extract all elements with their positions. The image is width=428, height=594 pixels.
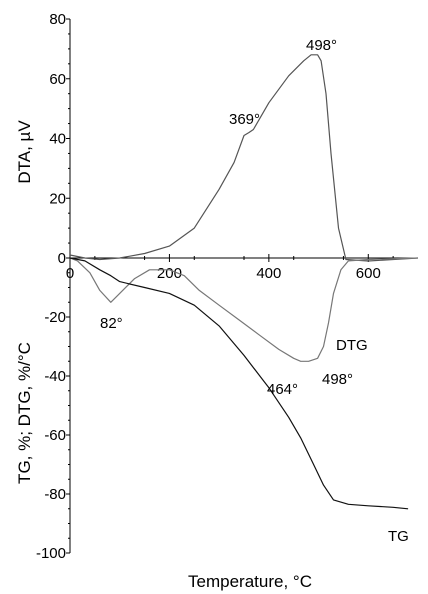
upper-y-tick-label: 80 bbox=[49, 11, 66, 28]
lower-y-tick-label: -100 bbox=[36, 545, 66, 562]
annotation-peak-498-dtg: 498° bbox=[322, 371, 353, 388]
upper-y-tick-label: 20 bbox=[49, 190, 66, 207]
axes bbox=[69, 19, 418, 553]
lower-y-tick-label: -80 bbox=[44, 486, 66, 503]
x-tick-label: 0 bbox=[66, 265, 74, 282]
lower-y-tick-label: -40 bbox=[44, 368, 66, 385]
lower-y-tick-label: 0 bbox=[58, 250, 66, 267]
annotation-peak-369: 369° bbox=[229, 111, 260, 128]
annotation-peak-82: 82° bbox=[100, 315, 123, 332]
tg-series-label: TG bbox=[388, 528, 409, 545]
dtg-series-line bbox=[69, 257, 419, 362]
lower-y-axis-title: TG, %; DTG, %/°C bbox=[15, 342, 34, 484]
tg-series-line bbox=[69, 257, 409, 510]
plot-lines bbox=[69, 54, 419, 510]
x-tick-label: 600 bbox=[356, 265, 381, 282]
lower-y-tick-label: -20 bbox=[44, 309, 66, 326]
lower-y-tick-label: -60 bbox=[44, 427, 66, 444]
annotation-peak-498-dta: 498° bbox=[306, 37, 337, 54]
upper-y-axis-title: DTA, µV bbox=[15, 120, 34, 184]
upper-y-tick-label: 60 bbox=[49, 71, 66, 88]
x-axis-title: Temperature, °C bbox=[188, 572, 312, 591]
x-tick-label: 400 bbox=[256, 265, 281, 282]
upper-y-tick-label: 40 bbox=[49, 131, 66, 148]
annotation-peak-464: 464° bbox=[267, 381, 298, 398]
dta-series-line bbox=[69, 54, 419, 262]
dtg-series-label: DTG bbox=[336, 337, 368, 354]
